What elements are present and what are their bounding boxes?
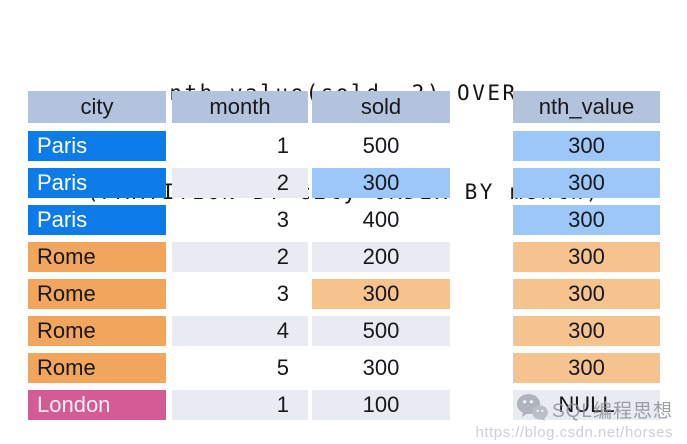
month-cell: 4 [172, 316, 308, 346]
month-cell: 1 [276, 133, 289, 158]
sold-cell: 500 [312, 316, 450, 346]
nth-value-cell: 300 [513, 205, 660, 235]
nth-value-cell: 300 [513, 279, 660, 309]
watermark-brand-text: SQL编程思想 [551, 401, 673, 422]
nth-value-cell: 300 [513, 242, 660, 272]
table-row: Paris 2 300 300 [28, 168, 660, 198]
city-column-header: city [28, 91, 166, 123]
table-row: Rome 4 500 300 [28, 316, 660, 346]
nth-value-cell: 300 [513, 131, 660, 161]
city-cell: Paris [28, 205, 166, 235]
month-cell: 2 [172, 242, 308, 272]
sold-cell: 500 [362, 133, 400, 158]
month-cell: 2 [172, 168, 308, 198]
city-cell: Paris [28, 131, 166, 161]
table-row: Paris 1 500 300 [28, 131, 660, 161]
result-table: city month sold nth_value Paris 1 500 300 Pa… [28, 91, 660, 427]
city-cell: Rome [28, 242, 166, 272]
nth-value-column-header: nth_value [513, 91, 660, 123]
table-row: Rome 5 300 300 [28, 353, 660, 383]
nth-value-cell: 300 [513, 316, 660, 346]
nth-value-cell: 300 [513, 353, 660, 383]
month-cell: 3 [276, 281, 289, 306]
city-cell: Rome [28, 353, 166, 383]
sold-cell: 100 [312, 390, 450, 420]
watermark-brand-row: SQL编程思想 [476, 393, 673, 426]
sold-column-header: sold [312, 91, 450, 123]
month-column-header: month [172, 91, 308, 123]
table-row: Rome 3 300 300 [28, 279, 660, 309]
table-row: London 1 100 NULL [28, 390, 660, 420]
watermark: SQL编程思想 https://blog.csdn.net/horses [476, 393, 673, 441]
sold-cell: 300 [362, 355, 400, 380]
watermark-url: https://blog.csdn.net/horses [475, 424, 673, 441]
sold-cell: 400 [362, 207, 400, 232]
table-row: Paris 3 400 300 [28, 205, 660, 235]
city-cell: London [28, 390, 166, 420]
city-cell: Paris [28, 168, 166, 198]
month-cell: 5 [276, 355, 289, 380]
table-body: Paris 1 500 300 Paris 2 300 300 Paris 3 400 300 Rome… [28, 131, 660, 420]
nth-value-cell: 300 [513, 168, 660, 198]
city-cell: Rome [28, 279, 166, 309]
month-cell: 3 [276, 207, 289, 232]
table-row: Rome 2 200 300 [28, 242, 660, 272]
wechat-icon [516, 393, 548, 426]
sold-cell: 300 [312, 279, 450, 309]
sold-cell: 300 [312, 168, 450, 198]
month-cell: 1 [172, 390, 308, 420]
table-header-row: city month sold nth_value [28, 91, 660, 123]
sold-cell: 200 [312, 242, 450, 272]
city-cell: Rome [28, 316, 166, 346]
